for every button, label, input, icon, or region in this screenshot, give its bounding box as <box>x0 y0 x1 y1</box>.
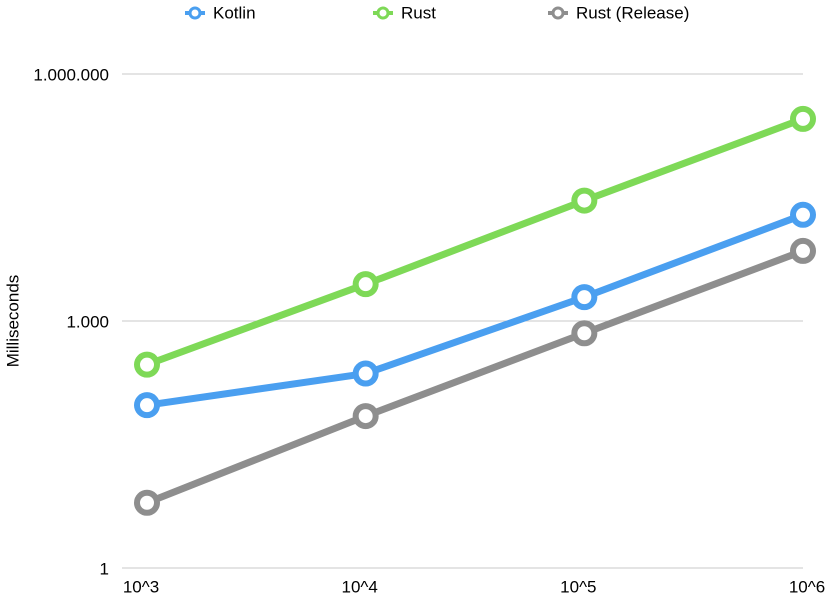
y-tick-label: 1.000.000 <box>33 65 109 84</box>
legend-marker <box>188 6 202 20</box>
x-tick-label: 10^3 <box>123 577 159 596</box>
data-point <box>352 360 379 387</box>
data-point <box>134 351 160 378</box>
x-tick-label: 10^6 <box>789 577 825 596</box>
y-tick-label: 1 <box>100 559 109 578</box>
data-point <box>571 284 598 311</box>
series-line <box>145 247 805 507</box>
series-line <box>145 115 805 368</box>
y-tick-label: 1.000 <box>66 312 109 331</box>
legend-label: Kotlin <box>213 3 256 22</box>
y-axis-label: Milliseconds <box>3 275 22 368</box>
data-point <box>790 201 816 228</box>
x-tick-label: 10^4 <box>341 577 377 596</box>
legend-label: Rust <box>401 3 436 22</box>
x-tick-label: 10^5 <box>560 577 596 596</box>
legend-marker <box>551 6 565 20</box>
data-point <box>134 489 160 516</box>
data-point <box>790 105 816 132</box>
series-line <box>146 211 805 409</box>
data-point <box>571 187 598 214</box>
data-point <box>571 320 598 347</box>
data-point <box>352 271 379 298</box>
data-point <box>790 237 816 264</box>
data-point <box>352 403 379 430</box>
data-point <box>134 392 160 419</box>
legend-marker <box>376 6 390 20</box>
legend-label: Rust (Release) <box>576 3 689 22</box>
